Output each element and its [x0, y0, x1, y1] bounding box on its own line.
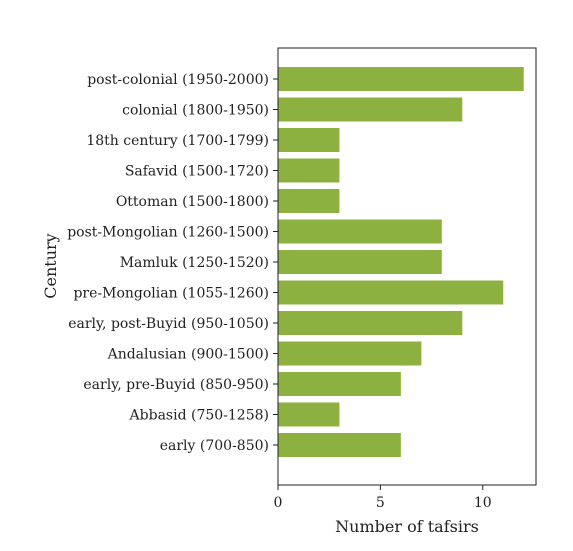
y-tick-label: Safavid (1500-1720) [125, 164, 269, 180]
bar [278, 280, 504, 305]
bar [278, 128, 340, 152]
plot-frame [277, 47, 537, 486]
y-tick-label: Ottoman (1500-1800) [116, 194, 269, 210]
bar [278, 189, 340, 213]
x-tick-label: 0 [274, 495, 283, 511]
x-axis-label: Number of tafsirs [335, 517, 479, 536]
y-tick-label: post-colonial (1950-2000) [87, 72, 269, 88]
bar [278, 158, 340, 183]
y-tick-label: colonial (1800-1950) [122, 103, 269, 119]
bar [278, 250, 442, 274]
x-tick-label: 5 [376, 495, 385, 511]
bar [278, 97, 463, 122]
bar [278, 372, 401, 396]
y-tick-label: Mamluk (1250-1520) [120, 255, 269, 271]
y-axis-label: Century [41, 233, 60, 298]
y-tick-label: early (700-850) [160, 438, 269, 454]
y-tick-label: Andalusian (900-1500) [107, 347, 269, 363]
bar [278, 311, 463, 335]
y-tick-label: 18th century (1700-1799) [86, 133, 269, 149]
y-tick-label: post-Mongolian (1260-1500) [67, 225, 269, 241]
bar [278, 67, 524, 91]
y-tick-label: pre-Mongolian (1055-1260) [73, 286, 269, 302]
x-tick-label: 10 [474, 495, 492, 511]
y-tick-label: early, post-Buyid (950-1050) [68, 316, 269, 332]
ticks-layer: post-colonial (1950-2000) colonial (1800-… [67, 72, 491, 511]
y-tick-label: early, pre-Buyid (850-950) [83, 377, 269, 393]
bar [278, 219, 442, 244]
bar [278, 341, 422, 366]
bars-layer [278, 67, 524, 457]
y-tick-label: Abbasid (750-1258) [129, 408, 269, 424]
bar [278, 433, 401, 457]
bar [278, 402, 340, 427]
